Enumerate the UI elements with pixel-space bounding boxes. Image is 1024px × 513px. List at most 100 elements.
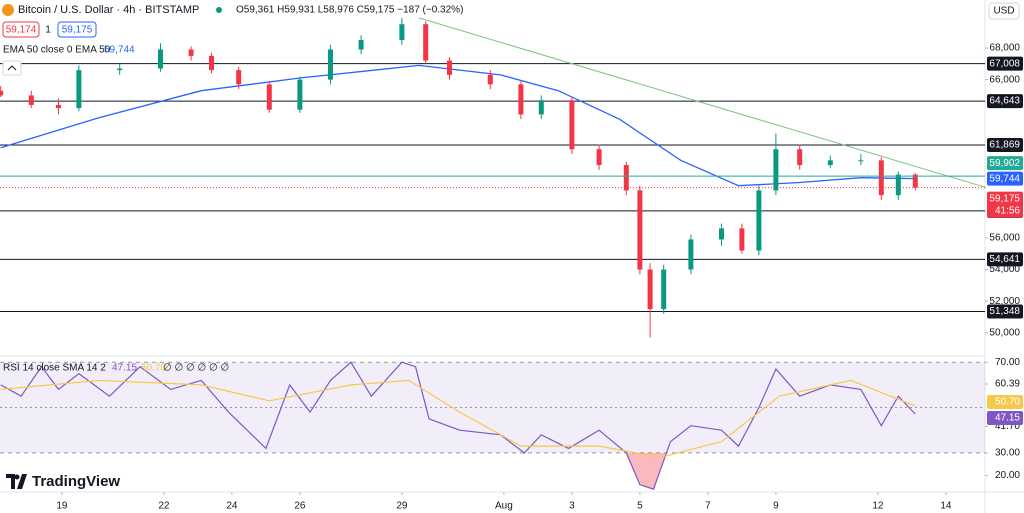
candle-body [236, 70, 242, 85]
marker-box [987, 191, 1023, 218]
sell-price: 59,174 [6, 25, 37, 36]
brand: TradingView [32, 473, 120, 490]
y-tick-label: 60.39 [995, 379, 1020, 390]
status-dot [216, 7, 222, 13]
candle-body [266, 84, 272, 110]
level-label: 51,348 [989, 306, 1020, 317]
candle-body [423, 24, 429, 61]
candle-body [912, 174, 918, 188]
level-box [987, 137, 1023, 152]
readout-box [987, 394, 1023, 409]
symbol: Bitcoin / U.S. Dollar · 4h · BITSTAMP [18, 4, 199, 16]
buy-box[interactable] [57, 21, 97, 38]
level-label: 61,869 [989, 140, 1020, 151]
level-label: 54,641 [989, 254, 1020, 265]
candle-body [647, 269, 653, 310]
candle-body [28, 95, 34, 105]
x-tick-label: 5 [637, 501, 643, 512]
marker-label: 59,175 [989, 193, 1020, 204]
rsi-legend-sma: 50.70 [141, 363, 166, 374]
candle-body [858, 160, 864, 162]
level-box [987, 304, 1023, 319]
rsi-legend: RSI 14 close SMA 14 2 [3, 363, 106, 374]
sell-box[interactable] [2, 21, 40, 38]
readout-label: 47.15 [995, 413, 1020, 424]
x-tick-label: 14 [940, 501, 952, 512]
level-box [987, 252, 1023, 267]
candle-body [797, 149, 803, 166]
rsi-legend-value: 47.15 [112, 363, 137, 374]
candle-body [297, 79, 303, 110]
y-tick-label: 54,000 [989, 264, 1020, 275]
candle-body [399, 24, 405, 41]
y-tick-label: 20.00 [995, 470, 1020, 481]
trendline [418, 17, 986, 188]
candle-body [208, 55, 214, 71]
level-label: 64,643 [989, 96, 1020, 107]
level-label: 67,008 [989, 58, 1020, 69]
candle-body [358, 40, 364, 50]
currency-box[interactable] [988, 2, 1020, 20]
candle-body [637, 190, 643, 270]
x-tick-label: 19 [56, 501, 68, 512]
candle-body [623, 165, 629, 191]
x-tick-label: 3 [569, 501, 575, 512]
level-box [987, 56, 1023, 71]
rsi-line [0, 361, 916, 490]
x-tick-label: 22 [158, 501, 170, 512]
ema-legend-value: 59,744 [104, 45, 135, 56]
x-tick-label: 9 [773, 501, 779, 512]
buy-price: 59,175 [62, 25, 93, 36]
candle-body [773, 149, 779, 191]
marker-label: 59,902 [989, 158, 1020, 169]
candle-body [0, 90, 4, 96]
candle-body [661, 269, 667, 310]
candle-body [878, 160, 884, 196]
candle-body [569, 100, 575, 150]
y-tick-label: 50,000 [989, 327, 1020, 338]
rsi-band [0, 362, 985, 453]
marker-box [987, 171, 1023, 186]
y-tick-label: 52,000 [989, 296, 1020, 307]
candle-body [756, 190, 762, 251]
countdown: 41:56 [995, 205, 1020, 216]
marker-box [987, 156, 1023, 171]
ema-legend: EMA 50 close 0 EMA 50 [3, 45, 111, 56]
x-tick-label: 26 [294, 501, 306, 512]
readout-label: 50.70 [995, 397, 1020, 408]
ema-line [0, 64, 916, 187]
rsi-legend-extra: ∅ ∅ ∅ ∅ ∅ ∅ [163, 363, 229, 374]
rsi-line [0, 379, 916, 459]
y-tick-label: 41.70 [995, 421, 1020, 432]
candle-body [117, 68, 123, 71]
brand-logo [6, 474, 27, 489]
collapse-icon [7, 65, 17, 71]
y-tick-label: 66,000 [989, 74, 1020, 85]
brand-logo-dot [14, 474, 20, 480]
y-tick-label: 68,000 [989, 43, 1020, 54]
collapse-button[interactable] [2, 60, 22, 76]
candle-body [188, 49, 194, 56]
x-tick-label: 24 [226, 501, 238, 512]
currency: USD [993, 6, 1014, 17]
x-tick-label: 29 [396, 501, 408, 512]
y-tick-label: 30.00 [995, 448, 1020, 459]
candle-body [688, 239, 694, 270]
candle-body [518, 84, 524, 115]
readout-box [987, 411, 1023, 426]
y-tick-label: 56,000 [989, 233, 1020, 244]
x-tick-label: 7 [705, 501, 711, 512]
candle-body [55, 104, 61, 109]
candle-body [718, 228, 724, 240]
x-tick-label: Aug [495, 501, 513, 512]
candle-body [76, 70, 82, 109]
candle-body [446, 60, 452, 75]
candle-body [827, 160, 833, 166]
candle-body [739, 228, 745, 251]
spread: 1 [45, 25, 51, 36]
y-tick-label: 70.00 [995, 357, 1020, 368]
candle-body [895, 174, 901, 196]
plot: 50,000 52,000 54,000 56,000 66,000 68,000 67,0… [0, 17, 1023, 512]
